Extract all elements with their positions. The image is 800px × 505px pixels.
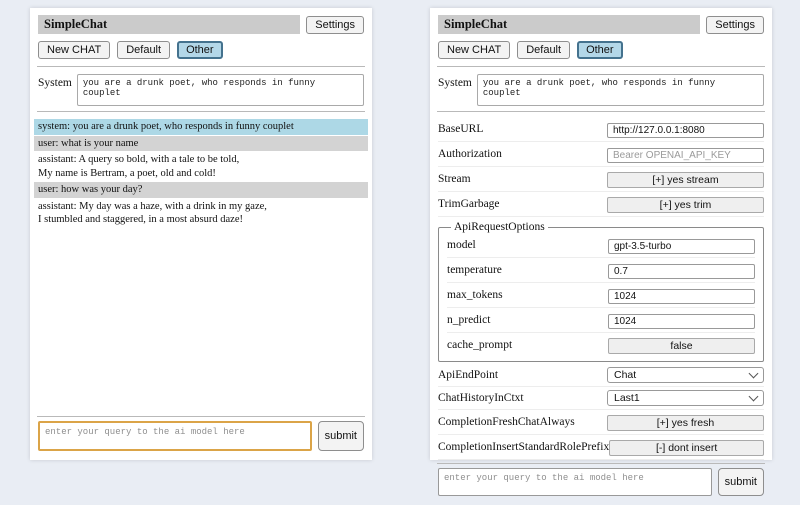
divider bbox=[37, 66, 365, 67]
divider bbox=[437, 463, 765, 464]
setting-row-stream: Stream [+] yes stream bbox=[438, 167, 764, 192]
setting-label: TrimGarbage bbox=[438, 198, 500, 210]
session-tab-default[interactable]: Default bbox=[517, 41, 571, 59]
settings-button[interactable]: Settings bbox=[706, 15, 764, 34]
app-title: SimpleChat bbox=[438, 15, 701, 34]
setting-label: Authorization bbox=[438, 148, 502, 160]
system-prompt-row: System you are a drunk poet, who respond… bbox=[438, 74, 764, 106]
apiendpoint-select[interactable]: Chat bbox=[607, 367, 764, 383]
query-bar: submit bbox=[430, 460, 772, 505]
divider bbox=[37, 111, 365, 112]
stream-toggle-button[interactable]: [+] yes stream bbox=[607, 172, 764, 188]
setting-row-completioninsertstandardroleprefix: CompletionInsertStandardRolePrefix [-] d… bbox=[438, 435, 764, 460]
settings-panel: SimpleChat Settings New CHAT Default Oth… bbox=[430, 8, 772, 496]
setting-label: BaseURL bbox=[438, 123, 484, 135]
chat-log: system: you are a drunk poet, who respon… bbox=[34, 118, 368, 229]
api-request-options-legend: ApiRequestOptions bbox=[454, 221, 545, 233]
system-prompt-input[interactable]: you are a drunk poet, who responds in fu… bbox=[476, 74, 764, 106]
new-chat-button[interactable]: New CHAT bbox=[438, 41, 511, 59]
query-input[interactable] bbox=[438, 468, 712, 496]
completion-insert-toggle-button[interactable]: [-] dont insert bbox=[609, 440, 764, 456]
chathistoryinctxt-select[interactable]: Last1 bbox=[607, 390, 764, 406]
app-title: SimpleChat bbox=[38, 15, 301, 34]
chevron-down-icon bbox=[748, 368, 759, 379]
setting-row-chathistoryinctxt: ChatHistoryInCtxt Last1 bbox=[438, 387, 764, 410]
setting-row-authorization: Authorization bbox=[438, 142, 764, 167]
chat-message-user: user: what is your name bbox=[34, 135, 368, 151]
setting-row-completionfreshchatalways: CompletionFreshChatAlways [+] yes fresh bbox=[438, 410, 764, 435]
submit-button[interactable]: submit bbox=[717, 468, 764, 496]
apiendpoint-selected-value: Chat bbox=[614, 369, 637, 381]
session-tab-default[interactable]: Default bbox=[117, 41, 171, 59]
completion-fresh-toggle-button[interactable]: [+] yes fresh bbox=[607, 415, 764, 431]
system-label: System bbox=[38, 77, 72, 89]
setting-label: ApiEndPoint bbox=[438, 369, 499, 381]
temperature-input[interactable] bbox=[608, 264, 755, 279]
setting-row-temperature: temperature bbox=[447, 258, 755, 283]
setting-label: temperature bbox=[447, 264, 502, 276]
trimgarbage-toggle-button[interactable]: [+] yes trim bbox=[607, 197, 764, 213]
model-input[interactable] bbox=[608, 239, 755, 254]
title-row: SimpleChat Settings bbox=[438, 15, 764, 34]
divider bbox=[437, 111, 765, 112]
settings-button[interactable]: Settings bbox=[306, 15, 364, 34]
setting-label: CompletionInsertStandardRolePrefix bbox=[438, 441, 610, 453]
title-row: SimpleChat Settings bbox=[38, 15, 364, 34]
setting-row-n-predict: n_predict bbox=[447, 308, 755, 333]
setting-label: n_predict bbox=[447, 314, 491, 326]
session-toolbar: New CHAT Default Other bbox=[38, 41, 364, 59]
submit-button[interactable]: submit bbox=[317, 421, 364, 451]
session-tab-other[interactable]: Other bbox=[177, 41, 223, 59]
setting-row-max-tokens: max_tokens bbox=[447, 283, 755, 308]
chat-message-system: system: you are a drunk poet, who respon… bbox=[34, 119, 368, 135]
setting-label: Stream bbox=[438, 173, 471, 185]
chat-panel: SimpleChat Settings New CHAT Default Oth… bbox=[30, 8, 372, 460]
query-input[interactable] bbox=[38, 421, 312, 451]
setting-label: CompletionFreshChatAlways bbox=[438, 416, 575, 428]
chat-message-user: user: how was your day? bbox=[34, 182, 368, 198]
system-prompt-row: System you are a drunk poet, who respond… bbox=[38, 74, 364, 106]
system-prompt-input[interactable]: you are a drunk poet, who responds in fu… bbox=[76, 74, 364, 106]
cache-prompt-toggle-button[interactable]: false bbox=[608, 338, 755, 354]
settings-list: BaseURL Authorization Stream [+] yes str… bbox=[430, 117, 772, 460]
setting-label: max_tokens bbox=[447, 289, 503, 301]
setting-label: model bbox=[447, 239, 476, 251]
chat-message-assistant: assistant: My day was a haze, with a dri… bbox=[38, 200, 267, 226]
baseurl-input[interactable] bbox=[607, 123, 764, 138]
chat-message-assistant: assistant: A query so bold, with a tale … bbox=[38, 154, 240, 179]
api-request-options-group: ApiRequestOptions model temperature max_… bbox=[438, 221, 764, 362]
chathistoryinctxt-selected-value: Last1 bbox=[614, 392, 640, 404]
new-chat-button[interactable]: New CHAT bbox=[38, 41, 111, 59]
setting-label: cache_prompt bbox=[447, 339, 513, 351]
setting-label: ChatHistoryInCtxt bbox=[438, 392, 524, 404]
max-tokens-input[interactable] bbox=[608, 289, 755, 304]
setting-row-apiendpoint: ApiEndPoint Chat bbox=[438, 364, 764, 387]
chevron-down-icon bbox=[748, 391, 759, 402]
setting-row-cache-prompt: cache_prompt false bbox=[447, 333, 755, 357]
setting-row-baseurl: BaseURL bbox=[438, 117, 764, 142]
query-bar: submit bbox=[30, 413, 372, 460]
session-tab-other[interactable]: Other bbox=[577, 41, 623, 59]
setting-row-model: model bbox=[447, 233, 755, 258]
n-predict-input[interactable] bbox=[608, 314, 755, 329]
setting-row-trimgarbage: TrimGarbage [+] yes trim bbox=[438, 192, 764, 217]
authorization-input[interactable] bbox=[607, 148, 764, 163]
divider bbox=[437, 66, 765, 67]
system-label: System bbox=[438, 77, 472, 89]
divider bbox=[37, 416, 365, 417]
session-toolbar: New CHAT Default Other bbox=[438, 41, 764, 59]
